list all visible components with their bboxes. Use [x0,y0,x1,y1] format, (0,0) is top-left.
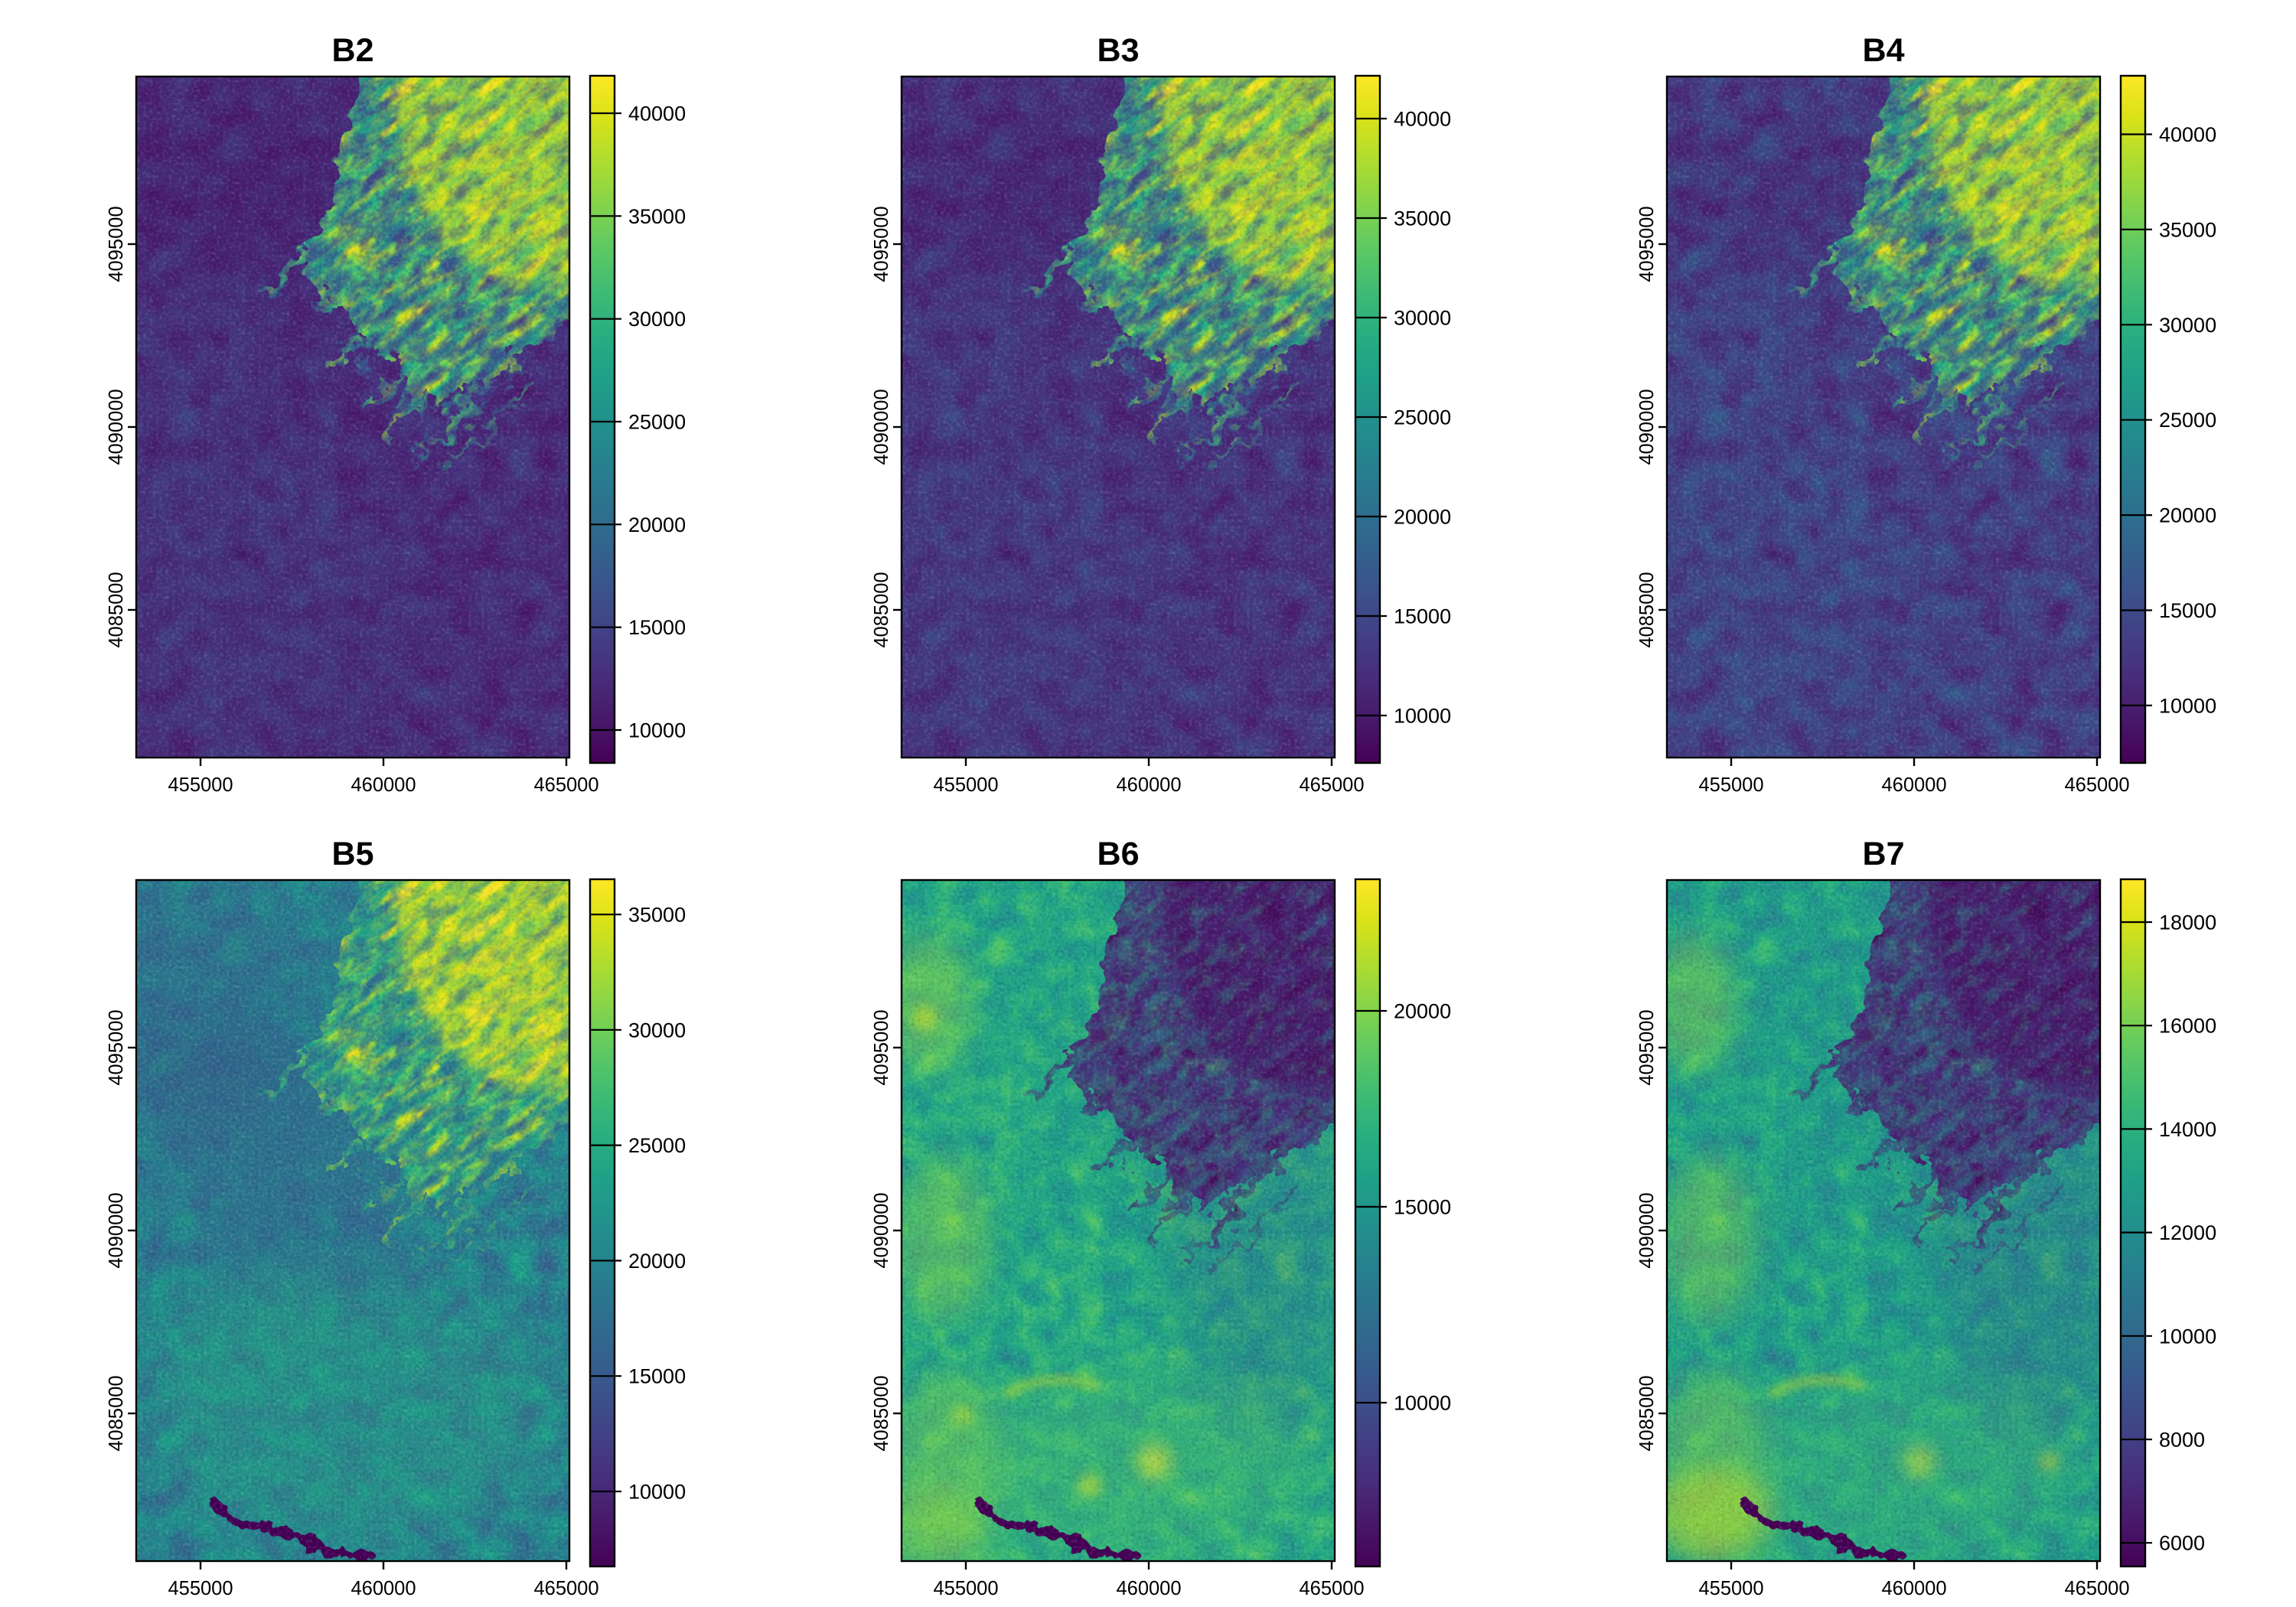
svg-text:8000: 8000 [2159,1429,2205,1452]
svg-text:4090000: 4090000 [871,389,892,464]
svg-text:460000: 460000 [1881,774,1946,796]
svg-text:455000: 455000 [1698,774,1763,796]
svg-text:30000: 30000 [1394,307,1451,330]
svg-text:16000: 16000 [2159,1015,2216,1038]
svg-text:4090000: 4090000 [106,1192,127,1268]
svg-text:10000: 10000 [1394,1392,1451,1415]
svg-text:460000: 460000 [351,1578,416,1599]
svg-text:460000: 460000 [351,774,416,796]
svg-text:18000: 18000 [2159,911,2216,934]
svg-text:25000: 25000 [1394,406,1451,429]
svg-text:12000: 12000 [2159,1221,2216,1244]
svg-text:4095000: 4095000 [1636,1009,1658,1085]
svg-text:30000: 30000 [628,1019,686,1041]
svg-text:10000: 10000 [1394,705,1451,728]
svg-text:4085000: 4085000 [871,572,892,647]
svg-text:4085000: 4085000 [106,1375,127,1451]
svg-text:20000: 20000 [1394,1000,1451,1023]
svg-text:465000: 465000 [2064,1578,2129,1599]
svg-text:6000: 6000 [2159,1532,2205,1555]
svg-text:10000: 10000 [2159,1325,2216,1348]
svg-text:15000: 15000 [2159,599,2216,622]
svg-text:20000: 20000 [1394,506,1451,529]
svg-text:30000: 30000 [2159,314,2216,337]
svg-text:25000: 25000 [628,1134,686,1157]
svg-text:20000: 20000 [628,1250,686,1273]
svg-text:455000: 455000 [933,774,998,796]
svg-text:455000: 455000 [1698,1578,1763,1599]
svg-text:4085000: 4085000 [871,1375,892,1451]
svg-text:460000: 460000 [1116,1578,1181,1599]
svg-text:465000: 465000 [1299,1578,1364,1599]
svg-text:4090000: 4090000 [1636,1192,1658,1268]
svg-text:15000: 15000 [628,1365,686,1388]
svg-text:35000: 35000 [1394,207,1451,230]
svg-text:B4: B4 [1863,32,1905,69]
svg-text:4095000: 4095000 [871,206,892,282]
svg-text:20000: 20000 [628,513,686,536]
svg-text:455000: 455000 [933,1578,998,1599]
svg-text:30000: 30000 [628,308,686,331]
svg-text:4085000: 4085000 [1636,1375,1658,1451]
svg-text:4090000: 4090000 [871,1192,892,1268]
svg-text:40000: 40000 [1394,108,1451,131]
svg-text:15000: 15000 [628,616,686,639]
svg-text:4090000: 4090000 [1636,389,1658,464]
svg-text:465000: 465000 [2064,774,2129,796]
svg-text:B6: B6 [1097,836,1140,872]
svg-text:4095000: 4095000 [106,1009,127,1085]
svg-text:25000: 25000 [2159,409,2216,432]
svg-text:10000: 10000 [628,1481,686,1504]
svg-text:40000: 40000 [2159,123,2216,146]
svg-text:4090000: 4090000 [106,389,127,464]
svg-text:4085000: 4085000 [106,572,127,647]
svg-text:4085000: 4085000 [1636,572,1658,647]
svg-text:15000: 15000 [1394,605,1451,628]
svg-text:460000: 460000 [1116,774,1181,796]
svg-text:465000: 465000 [533,774,598,796]
svg-text:460000: 460000 [1881,1578,1946,1599]
svg-text:B3: B3 [1097,32,1140,69]
svg-text:40000: 40000 [628,103,686,125]
svg-text:4095000: 4095000 [106,206,127,282]
svg-text:465000: 465000 [533,1578,598,1599]
svg-text:25000: 25000 [628,411,686,434]
svg-text:10000: 10000 [2159,694,2216,717]
svg-text:20000: 20000 [2159,504,2216,527]
svg-text:4095000: 4095000 [871,1009,892,1085]
svg-text:14000: 14000 [2159,1118,2216,1141]
svg-text:B7: B7 [1863,836,1905,872]
svg-text:465000: 465000 [1299,774,1364,796]
svg-text:455000: 455000 [168,1578,233,1599]
svg-text:4095000: 4095000 [1636,206,1658,282]
svg-text:455000: 455000 [168,774,233,796]
svg-text:35000: 35000 [628,904,686,927]
svg-text:10000: 10000 [628,719,686,742]
svg-text:15000: 15000 [1394,1196,1451,1219]
svg-text:B5: B5 [332,836,374,872]
svg-text:B2: B2 [332,32,374,69]
svg-text:35000: 35000 [2159,218,2216,241]
svg-text:35000: 35000 [628,205,686,228]
